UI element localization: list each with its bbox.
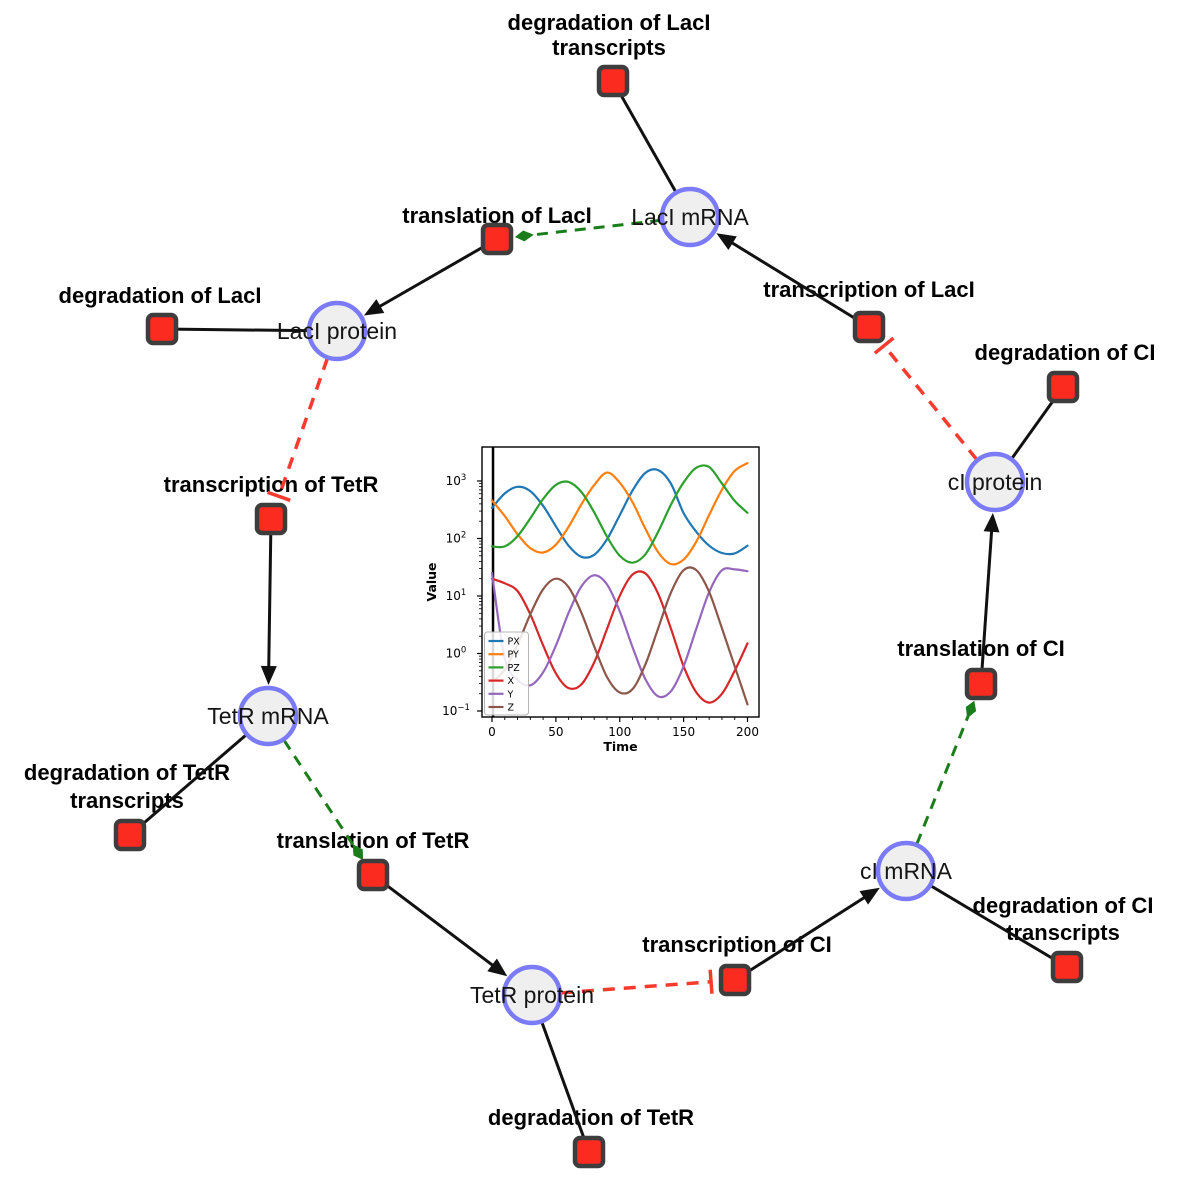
reaction-node-deg_tetr[interactable] xyxy=(572,1135,606,1169)
edge-product-txn_ci-ci_mrna-arrowhead-icon xyxy=(859,887,880,905)
y-tick-label: 103 xyxy=(446,473,467,488)
edge-inhibition-laci_prot-txn_tetr-tbar-icon xyxy=(267,490,291,502)
edge-product-transl_ci-ci_prot xyxy=(979,524,994,685)
edge-product-txn_laci-laci_mrna-arrowhead-icon xyxy=(716,233,737,250)
edge-inhibition-tetr_prot-txn_ci xyxy=(560,980,712,995)
species-label-ci_mrna: cI mRNA xyxy=(860,858,953,884)
reaction-node-transl_ci[interactable] xyxy=(964,667,998,701)
species-node-tetr_mrna[interactable] xyxy=(237,685,299,747)
edge-inhibition-laci_prot-txn_tetr xyxy=(277,357,330,497)
x-tick-label: 50 xyxy=(548,725,563,739)
y-tick-label: 10−1 xyxy=(442,703,470,718)
edge-modifier-ci_mrna-transl_ci-diamond-arrowhead-icon xyxy=(965,700,977,719)
reaction-label-transl_ci: translation of CI xyxy=(897,636,1064,661)
inset-timeseries-chart: 0 50 100 150 200 10−1 100 101 102 103 Time Value PX P… xyxy=(424,446,760,754)
reaction-label-transl_tetr: translation of TetR xyxy=(277,828,470,853)
legend-label-PZ: PZ xyxy=(508,663,521,674)
x-tick-label: 200 xyxy=(736,725,759,739)
species-label-tetr_prot: TetR protein xyxy=(470,982,594,1008)
edges-layer xyxy=(129,80,1068,1153)
legend-label-PX: PX xyxy=(508,637,521,648)
edge-inhibition-tetr_prot-txn_ci-tbar-icon xyxy=(708,969,714,994)
edge-inhibition-ci_prot-txn_laci xyxy=(882,344,979,461)
chart-series-PY xyxy=(490,462,749,566)
reaction-node-txn_tetr[interactable] xyxy=(254,502,288,536)
y-axis-label: Value xyxy=(424,562,439,601)
edge-line-tetr_mrna-deg_tetr_tx xyxy=(129,714,269,837)
chart-series-Z xyxy=(490,566,749,706)
species-node-laci_mrna[interactable] xyxy=(659,186,721,248)
species-node-laci_prot[interactable] xyxy=(306,300,368,362)
reaction-node-deg_ci[interactable] xyxy=(1046,370,1080,404)
chart-series-Y xyxy=(490,567,749,699)
edge-product-txn_tetr-tetr_mrna xyxy=(267,518,273,674)
edge-inhibition-ci_prot-txn_laci-tbar-icon xyxy=(873,336,895,355)
reaction-label-txn_ci: transcription of CI xyxy=(642,932,831,957)
edge-modifier-laci_mrna-transl_laci-diamond-arrowhead-icon xyxy=(514,230,534,242)
legend-label-Z: Z xyxy=(508,703,515,714)
reaction-label-deg_tetr_tx: transcripts xyxy=(70,788,184,813)
y-tick-label: 102 xyxy=(446,531,467,546)
edge-modifier-tetr_mrna-transl_tetr-diamond-arrowhead-icon xyxy=(352,844,364,860)
species-label-ci_prot: cI protein xyxy=(948,469,1043,495)
reaction-node-txn_ci[interactable] xyxy=(718,963,752,997)
legend-label-Y: Y xyxy=(507,689,514,700)
reaction-node-deg_tetr_tx[interactable] xyxy=(113,818,147,852)
reaction-label-deg_ci: degradation of CI xyxy=(975,340,1156,365)
edge-modifier-ci_mrna-transl_ci xyxy=(915,714,970,845)
reaction-label-deg_laci_tx: degradation of LacI xyxy=(508,10,711,35)
reaction-label-deg_tetr_tx: degradation of TetR xyxy=(24,760,230,785)
y-tick-label: 101 xyxy=(446,588,467,603)
chart-series-X xyxy=(490,570,749,704)
legend-label-X: X xyxy=(508,676,515,687)
reaction-node-deg_laci[interactable] xyxy=(145,312,179,346)
edge-product-txn_laci-laci_mrna xyxy=(725,238,870,329)
reaction-label-txn_laci: transcription of LacI xyxy=(763,277,974,302)
edge-product-transl_ci-ci_prot-arrowhead-icon xyxy=(983,512,1000,533)
edge-product-transl_tetr-tetr_prot xyxy=(372,873,499,971)
reaction-node-deg_ci_tx[interactable] xyxy=(1050,950,1084,984)
chart-series-PZ xyxy=(490,464,749,564)
species-node-ci_mrna[interactable] xyxy=(875,840,937,902)
edge-line-ci_mrna-deg_ci_tx xyxy=(905,869,1068,969)
reaction-labels-layer: degradation of LacItranscriptstranslatio… xyxy=(24,10,1156,1130)
species-labels-layer: LacI mRNA LacI protein TetR mRNA TetR prote… xyxy=(207,204,1042,1008)
edge-modifier-tetr_mrna-transl_tetr xyxy=(282,739,356,848)
reaction-node-txn_laci[interactable] xyxy=(852,310,886,344)
x-tick-label: 150 xyxy=(672,725,695,739)
reaction-label-deg_laci: degradation of LacI xyxy=(59,283,262,308)
x-tick-label: 100 xyxy=(608,725,631,739)
reaction-node-transl_laci[interactable] xyxy=(480,222,514,256)
chart-series-PX xyxy=(490,468,749,559)
edge-product-transl_laci-laci_prot-arrowhead-icon xyxy=(363,299,385,316)
species-label-laci_prot: LacI protein xyxy=(277,318,397,344)
x-tick-label: 0 xyxy=(488,725,496,739)
edge-product-transl_laci-laci_prot xyxy=(373,237,498,311)
species-node-ci_prot[interactable] xyxy=(964,451,1026,513)
reaction-node-transl_tetr[interactable] xyxy=(356,858,390,892)
legend-label-PY: PY xyxy=(508,650,520,661)
species-label-tetr_mrna: TetR mRNA xyxy=(207,703,329,729)
reaction-node-deg_laci_tx[interactable] xyxy=(596,64,630,98)
y-tick-label: 100 xyxy=(446,646,467,661)
species-node-tetr_prot[interactable] xyxy=(501,964,563,1026)
edge-product-txn_ci-ci_mrna xyxy=(734,892,871,982)
species-label-laci_mrna: LacI mRNA xyxy=(631,204,749,230)
chart-legend-box xyxy=(484,631,529,716)
species-nodes-layer xyxy=(237,186,1026,1026)
edge-product-txn_tetr-tetr_mrna-arrowhead-icon xyxy=(260,665,277,685)
reaction-label-deg_tetr: degradation of TetR xyxy=(488,1105,694,1130)
edge-product-transl_tetr-tetr_prot-arrowhead-icon xyxy=(487,958,508,977)
reaction-nodes-layer xyxy=(113,64,1084,1169)
reaction-label-deg_laci_tx: transcripts xyxy=(552,35,666,60)
edge-modifier-laci_mrna-transl_laci xyxy=(530,218,662,237)
reaction-label-deg_ci_tx: degradation of CI xyxy=(973,893,1154,918)
x-axis-label: Time xyxy=(603,739,637,754)
